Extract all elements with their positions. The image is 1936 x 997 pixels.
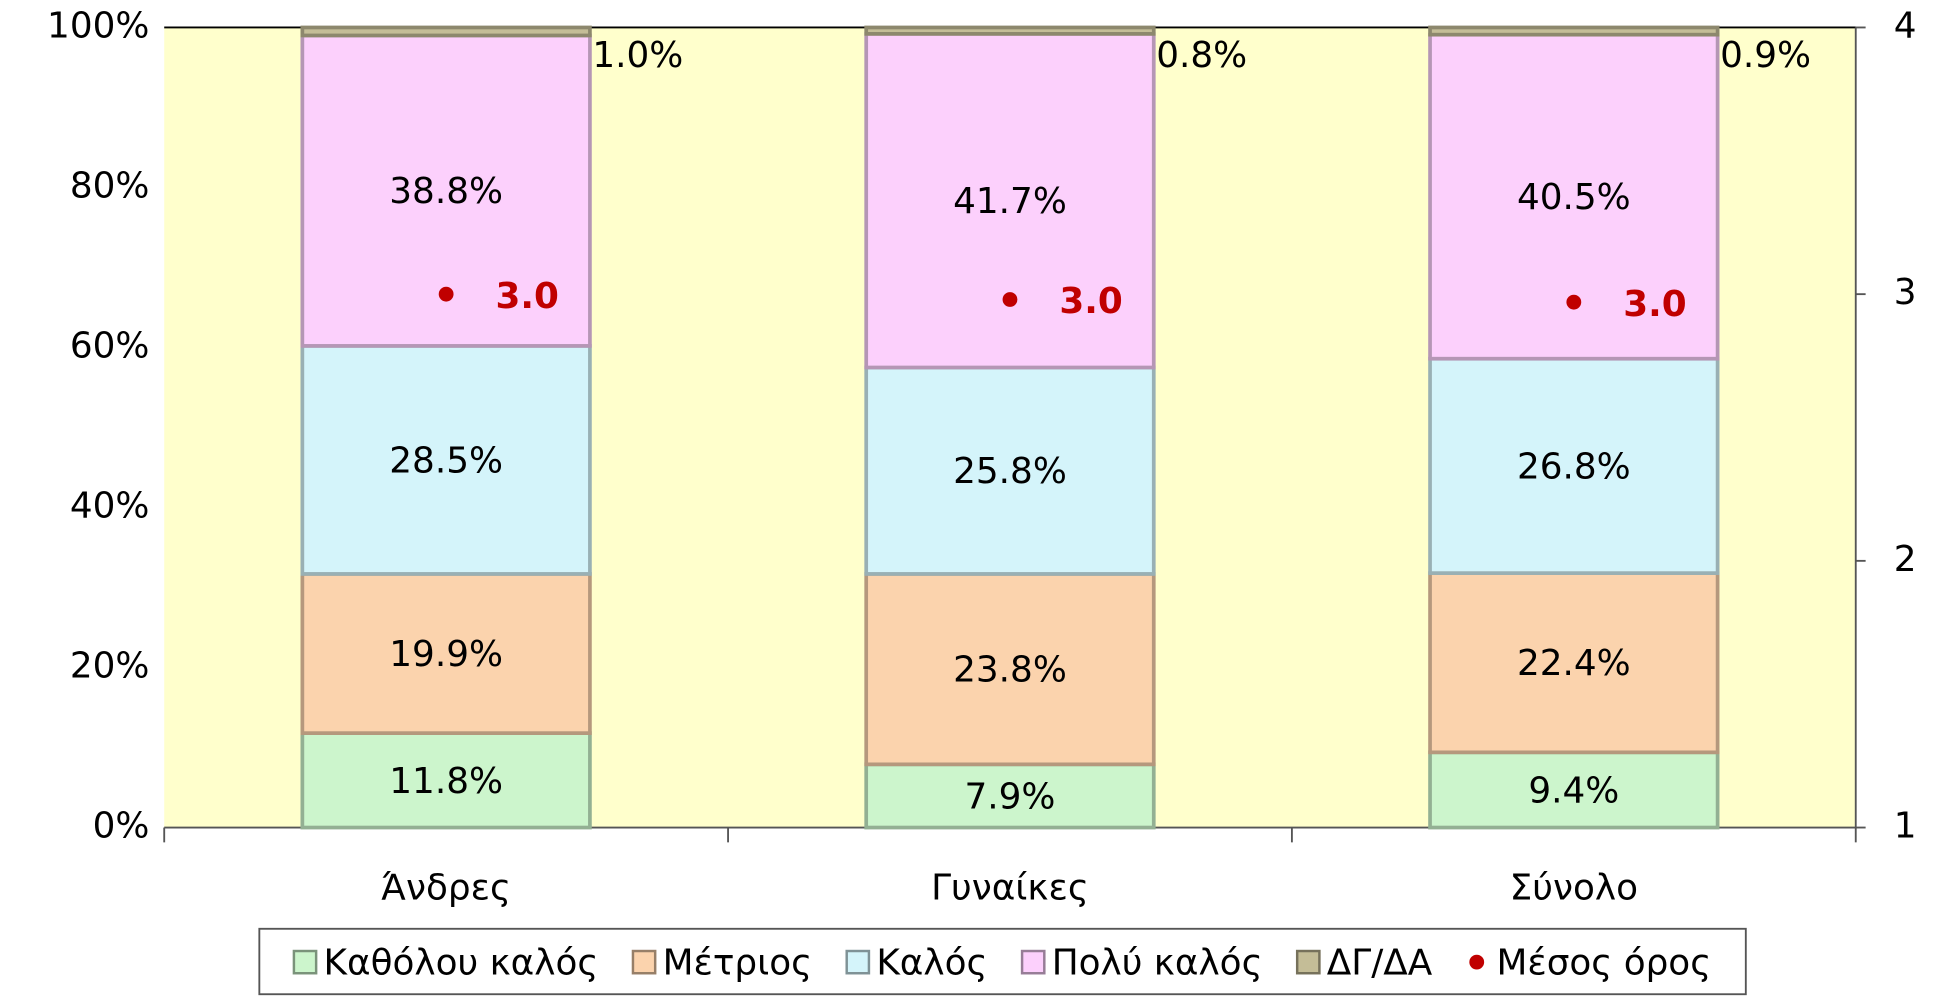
data-label: 28.5% [389, 440, 503, 481]
bar-segment [1428, 571, 1720, 755]
legend-label: Καθόλου καλός [324, 943, 599, 984]
data-label: 25.8% [953, 451, 1067, 492]
legend-label: Πολύ καλός [1052, 943, 1263, 984]
bar-segment [300, 731, 592, 830]
bar-segment [864, 572, 1156, 767]
bar-segment [864, 365, 1156, 576]
legend-marker [845, 949, 871, 975]
y-tick-label: 100% [47, 5, 149, 46]
legend-label: Μέσος όρος [1496, 943, 1711, 984]
y-tick-label: 40% [70, 486, 150, 527]
legend-marker [1295, 949, 1321, 975]
bar-segment [300, 25, 592, 38]
x-tick-label: Άνδρες [381, 867, 511, 908]
bar-segment [1428, 356, 1720, 575]
bar-segment [300, 572, 592, 735]
mean-marker [1002, 292, 1018, 307]
mean-marker [438, 286, 454, 302]
data-label: 0.8% [1156, 35, 1247, 76]
legend-label: Καλός [876, 943, 987, 984]
data-label: 11.8% [389, 761, 503, 802]
x-tick-label: Γυναίκες [931, 867, 1089, 908]
data-label: 38.8% [389, 171, 503, 212]
mean-label: 3.0 [1623, 284, 1686, 325]
legend-box [258, 927, 1747, 996]
y2-tick-label: 4 [1894, 5, 1917, 46]
legend-label: Μέτριος [663, 943, 813, 984]
y2-tick-label: 1 [1894, 806, 1917, 847]
legend: Καθόλου καλός Μέτριος Καλός Πολύ καλός ΔΓ/ΔΑ… [258, 927, 1747, 996]
y2-tick-label: 3 [1894, 272, 1917, 313]
data-label: 7.9% [965, 776, 1056, 817]
x-tick-label: Σύνολο [1510, 867, 1638, 908]
y-tick-label: 80% [70, 165, 150, 206]
data-label: 1.0% [592, 35, 683, 76]
mean-label: 3.0 [496, 276, 559, 317]
data-label: 41.7% [953, 181, 1067, 222]
data-label: 26.8% [1517, 446, 1631, 487]
legend-marker [1020, 949, 1046, 975]
legend-marker [631, 949, 657, 975]
bar-segment [864, 32, 1156, 370]
data-label: 22.4% [1517, 643, 1631, 684]
bar-segment [1428, 25, 1720, 37]
data-label: 19.9% [389, 634, 503, 675]
data-label: 23.8% [953, 650, 1067, 691]
bar-segment [1428, 750, 1720, 830]
y-tick-label: 0% [93, 806, 150, 847]
data-label: 0.9% [1720, 35, 1811, 76]
y-tick-label: 60% [70, 325, 150, 366]
bar-segment [300, 344, 592, 576]
data-label: 40.5% [1517, 177, 1631, 218]
mean-label: 3.0 [1059, 281, 1122, 322]
data-label: 9.4% [1528, 770, 1619, 811]
bar-segment [864, 762, 1156, 830]
mean-marker [1566, 294, 1582, 310]
y2-tick-label: 2 [1894, 539, 1917, 580]
legend-marker [292, 949, 318, 975]
y-tick-label: 20% [70, 646, 150, 687]
bar-segment [864, 25, 1156, 36]
legend-marker [1469, 954, 1485, 970]
legend-label: ΔΓ/ΔΑ [1327, 943, 1433, 984]
